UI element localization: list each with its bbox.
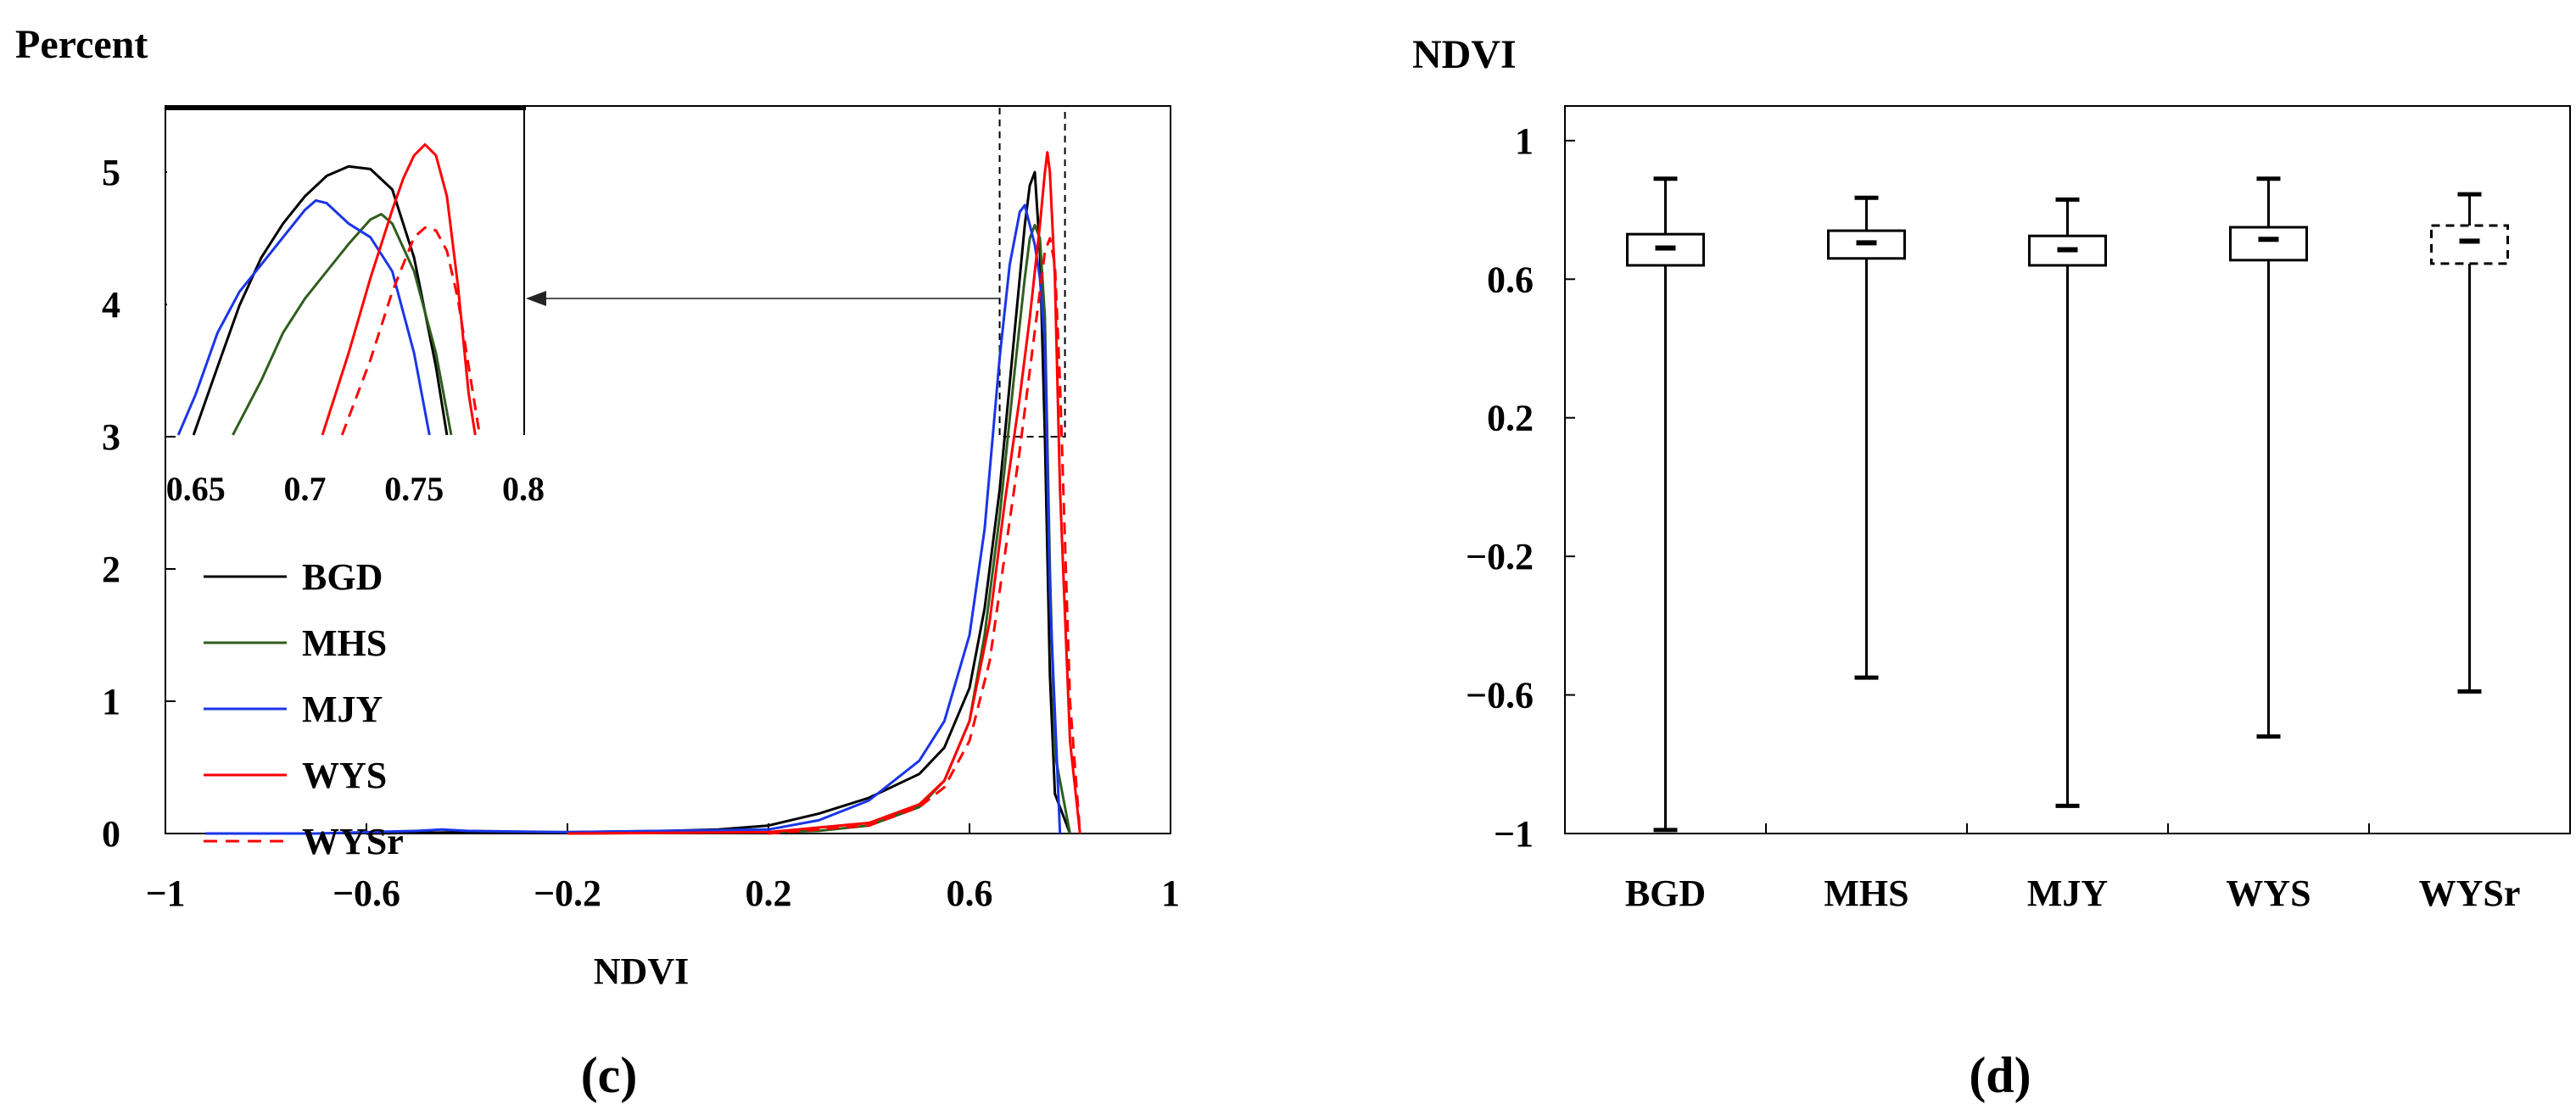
- c-series-line-wysr: [768, 237, 1081, 835]
- c-x-axis: −1 −0.6 −0.2 0.2 0.6 1: [145, 823, 1180, 914]
- d-ylabel: NDVI: [1412, 32, 1517, 77]
- c-zoom-box: [998, 105, 1066, 438]
- c-x-tick-label: −1: [145, 873, 185, 914]
- c-y-tick-label: 2: [102, 549, 120, 590]
- c-inset-series-lines: [176, 142, 481, 436]
- c-inset-x-tick-label: 0.65: [166, 470, 226, 508]
- c-inset-line-bgd: [192, 164, 449, 436]
- c-series-lines: [205, 151, 1081, 835]
- c-y-tick-label: 0: [102, 813, 120, 855]
- c-legend: BGD MHS MJY WYS WYSr: [204, 556, 404, 862]
- d-y-tick-label: 0.6: [1487, 259, 1534, 300]
- c-inset-x-tick-label: 0.7: [284, 470, 327, 508]
- c-zoom-box-rect: [998, 105, 1066, 438]
- c-ylabel: Percent: [15, 22, 148, 67]
- c-y-tick-label: 3: [102, 416, 120, 458]
- c-x-tick-label: 1: [1161, 873, 1180, 914]
- d-x-tick-label: MHS: [1824, 873, 1908, 914]
- c-legend-label-mhs: MHS: [302, 622, 387, 664]
- d-y-tick-label: 0.2: [1487, 398, 1534, 439]
- c-x-tick-label: 0.2: [746, 873, 792, 914]
- c-zoom-arrow-head: [526, 291, 546, 306]
- c-inset-line-wysr: [340, 226, 481, 436]
- c-y-tick-label: 5: [102, 152, 120, 193]
- c-caption: (c): [581, 1047, 638, 1103]
- c-y-tick-label: 4: [102, 284, 120, 326]
- d-y-tick-label: −1: [1494, 813, 1534, 855]
- d-boxes: [1626, 176, 2509, 833]
- d-box-wys: [2229, 226, 2308, 262]
- c-y-axis: 0 1 2 3 4 5: [102, 152, 176, 855]
- c-xlabel: NDVI: [594, 951, 689, 992]
- d-x-tick-label: BGD: [1625, 873, 1706, 914]
- c-legend-label-wysr: WYSr: [302, 821, 404, 862]
- c-legend-label-mjy: MJY: [302, 689, 383, 730]
- d-x-tick-label: WYS: [2226, 873, 2311, 914]
- c-legend-label-bgd: BGD: [302, 556, 383, 598]
- d-x-axis: BGD MHS MJY WYS WYSr: [1625, 823, 2521, 914]
- panel-c: Percent 0 1 2 3 4 5 −1 −0.6 −0.2 0.2 0.6 1 0.65 0.7…: [15, 22, 1180, 1103]
- d-x-tick-label: MJY: [2027, 873, 2108, 914]
- d-x-tick-label: WYSr: [2419, 873, 2521, 914]
- c-y-tick-label: 1: [102, 681, 120, 722]
- panel-d: NDVI −1−0.6−0.20.20.61 BGD MHS MJY WYS WYSr …: [1412, 32, 2571, 1103]
- d-box-wysr: [2430, 224, 2509, 265]
- c-inset-background: [167, 108, 523, 435]
- c-inset-x-axis: 0.65 0.7 0.75 0.8: [166, 470, 545, 508]
- d-caption: (d): [1969, 1047, 2031, 1103]
- c-legend-label-wys: WYS: [302, 755, 387, 796]
- c-inset-x-tick-label: 0.8: [502, 470, 545, 508]
- d-y-axis: −1 −0.6 −0.2 0.2 0.6 1: [1466, 120, 1575, 855]
- d-y-tick-label: 1: [1515, 120, 1534, 162]
- c-x-tick-label: −0.2: [534, 873, 601, 914]
- c-inset-x-tick-label: 0.75: [384, 470, 444, 508]
- d-y-tick-label: −0.2: [1466, 536, 1534, 577]
- d-plot-frame: [1564, 105, 2571, 834]
- c-inset-line-mjy: [176, 198, 431, 436]
- d-y-tick-label: −0.6: [1466, 675, 1534, 716]
- c-x-tick-label: 0.6: [947, 873, 993, 914]
- c-x-tick-label: −0.6: [332, 873, 400, 914]
